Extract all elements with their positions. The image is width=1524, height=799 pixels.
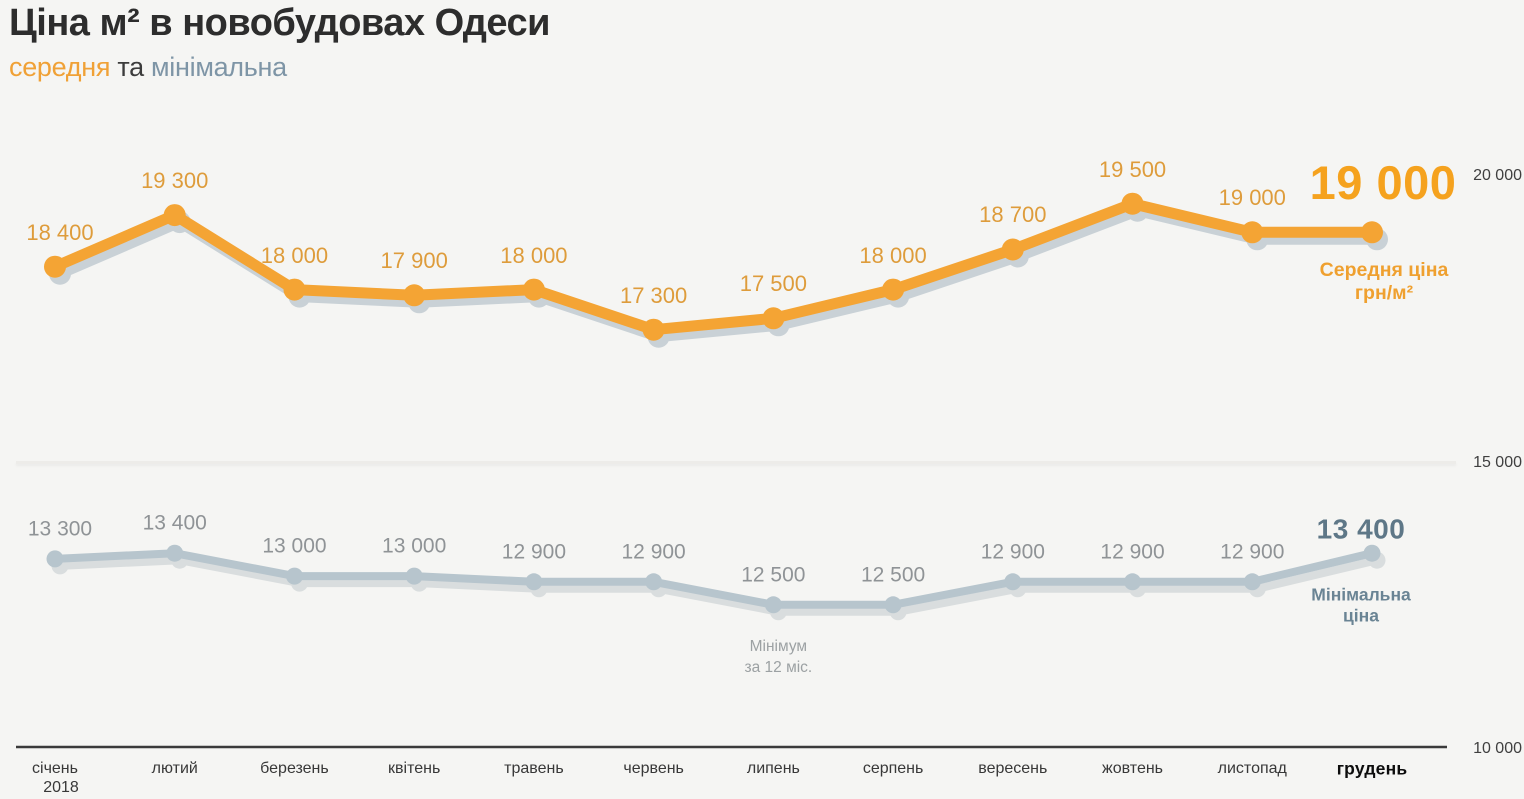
- data-label-min-9: 12 900: [1100, 540, 1165, 564]
- final-label-minimal: 13 400: [1316, 513, 1406, 545]
- x-label-10: листопад: [1217, 760, 1287, 778]
- chart-subtitle: середня та мінімальна: [9, 52, 550, 83]
- final-label-average: 19 000: [1309, 156, 1457, 210]
- x-label-6: липень: [746, 760, 800, 778]
- data-label-min-8: 12 900: [980, 540, 1045, 564]
- data-label-avg-7: 18 000: [859, 242, 927, 268]
- x-label-year: 2018: [43, 779, 79, 797]
- x-label-9: жовтень: [1102, 760, 1164, 778]
- series-line-0: [44, 192, 1383, 341]
- data-label-min-10: 12 900: [1220, 540, 1285, 564]
- x-label-4: травень: [504, 760, 564, 778]
- x-label-3: квітень: [388, 760, 441, 778]
- data-label-min-4: 12 900: [501, 540, 567, 564]
- data-label-avg-0: 18 400: [26, 219, 94, 245]
- data-label-avg-4: 18 000: [500, 242, 568, 268]
- series-shadow-1: [51, 551, 1386, 621]
- data-label-avg-1: 19 300: [141, 168, 209, 194]
- x-label-7: серпень: [862, 760, 924, 778]
- subtitle-minimal: мінімальна: [151, 51, 287, 82]
- x-label-5: червень: [623, 760, 684, 778]
- data-label-min-0: 13 300: [27, 517, 93, 541]
- data-label-min-7: 12 500: [860, 563, 926, 587]
- data-label-avg-2: 18 000: [260, 242, 329, 268]
- x-label-2: березень: [260, 760, 329, 778]
- subtitle-and: та: [110, 51, 152, 82]
- legend-minimal: Мінімальна ціна: [1311, 584, 1411, 625]
- y-tick-20000: 20 000: [1473, 167, 1522, 185]
- data-label-avg-6: 17 500: [739, 271, 808, 297]
- y-tick-15000: 15 000: [1473, 453, 1522, 471]
- data-label-min-3: 13 000: [382, 534, 447, 558]
- annotation-minimum-12m: Мінімум за 12 міс.: [744, 638, 813, 676]
- x-label-0: січень: [32, 760, 78, 778]
- data-label-avg-5: 17 300: [619, 282, 688, 308]
- chart-title: Ціна м² в новобудовах Одеси: [9, 2, 550, 44]
- data-label-min-1: 13 400: [142, 511, 207, 535]
- data-label-avg-8: 18 700: [979, 202, 1047, 228]
- data-label-avg-3: 17 900: [380, 248, 448, 274]
- y-tick-10000: 10 000: [1473, 740, 1522, 758]
- subtitle-average: середня: [9, 51, 111, 82]
- data-label-avg-9: 19 500: [1098, 156, 1167, 182]
- data-label-avg-10: 19 000: [1218, 185, 1286, 211]
- data-label-min-6: 12 500: [741, 563, 806, 587]
- x-label-11: грудень: [1336, 758, 1408, 779]
- x-label-8: вересень: [978, 760, 1048, 778]
- series-line-1: [46, 544, 1381, 614]
- chart-header: Ціна м² в новобудовах Одеси середня та м…: [9, 2, 550, 83]
- data-label-min-2: 13 000: [262, 534, 327, 558]
- legend-average: Середня ціна грн/м²: [1319, 259, 1449, 304]
- x-label-1: лютий: [151, 760, 198, 778]
- gridline-15000: [16, 460, 1456, 464]
- data-label-min-5: 12 900: [621, 540, 686, 564]
